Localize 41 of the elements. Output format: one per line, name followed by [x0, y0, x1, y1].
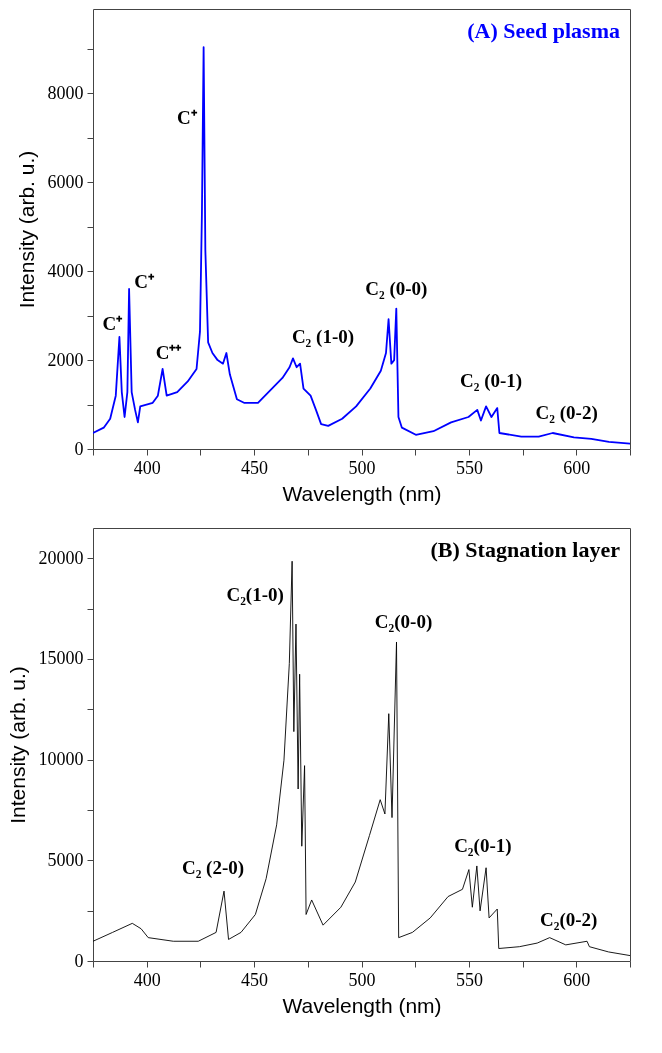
y-tick-label: 0: [74, 950, 84, 971]
annotation: C⁺: [177, 106, 198, 128]
y-axis-title: Intensity (arb. u.): [14, 150, 38, 309]
annotation: C₂ (0-1): [460, 370, 523, 393]
y-tick-label: 4000: [47, 260, 84, 281]
annotation: C₂ (1-0): [291, 326, 355, 349]
x-tick-label: 550: [455, 457, 483, 478]
annotation: C⁺⁺: [155, 342, 183, 363]
x-tick-label: 400: [133, 969, 161, 990]
chart-title: (B) Stagnation layer: [430, 537, 621, 562]
line-series: [93, 560, 630, 957]
annotation: C₂(0-1): [454, 834, 512, 857]
x-axis-title: Wavelength (nm): [282, 993, 442, 1017]
x-tick-label: 550: [455, 969, 483, 990]
annotation: C₂ (0-2): [535, 402, 598, 424]
annotation: C₂(0-0): [374, 610, 433, 633]
annotation: C⁺: [134, 271, 155, 292]
annotation: C₂ (0-0): [365, 277, 428, 300]
annotation: C₂(0-2): [539, 908, 598, 931]
y-tick-label: 10000: [38, 749, 84, 770]
x-tick-label: 450: [241, 457, 269, 478]
annotation: C₂ (2-0): [181, 857, 245, 880]
annotation: C⁺: [102, 313, 124, 334]
y-tick-label: 8000: [47, 82, 84, 103]
x-tick-label: 600: [563, 969, 591, 990]
x-tick-label: 500: [348, 457, 376, 478]
x-tick-label: 500: [348, 969, 376, 990]
x-axis-title: Wavelength (nm): [282, 481, 442, 505]
y-tick-label: 5000: [47, 849, 84, 870]
x-tick-label: 400: [133, 457, 161, 478]
x-tick-label: 600: [563, 457, 591, 478]
chart-title: (A) Seed plasma: [467, 18, 620, 43]
y-tick-label: 2000: [47, 349, 84, 370]
y-tick-label: 15000: [38, 648, 84, 669]
y-tick-label: 0: [74, 438, 84, 459]
annotation: C₂(1-0): [226, 584, 284, 607]
x-tick-label: 450: [241, 969, 269, 990]
y-tick-label: 20000: [38, 547, 84, 568]
line-series: [93, 46, 630, 445]
y-axis-title: Intensity (arb. u.): [5, 666, 29, 824]
y-tick-label: 6000: [47, 171, 84, 192]
